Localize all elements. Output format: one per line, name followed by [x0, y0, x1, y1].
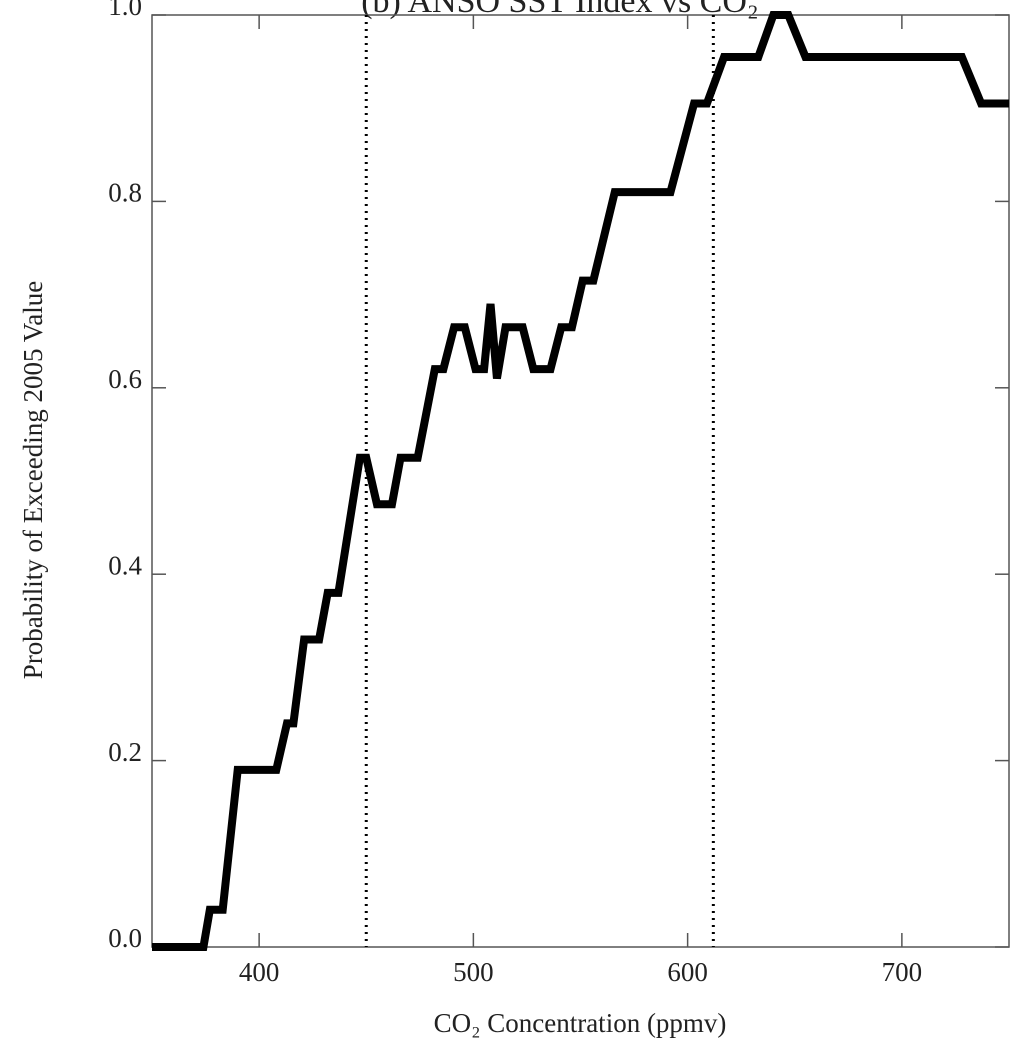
x-tick-label: 600 — [667, 957, 708, 987]
y-tick-label: 0.8 — [108, 178, 142, 208]
y-tick-label: 1.0 — [108, 0, 142, 21]
plot-frame — [151, 14, 1010, 948]
y-tick-label: 0.2 — [108, 737, 142, 767]
y-tick-label: 0.4 — [108, 550, 142, 580]
data-line — [152, 11, 1009, 951]
y-tick-label: 0.0 — [108, 923, 142, 953]
x-tick-label: 500 — [453, 957, 494, 987]
y-axis-title: Probability of Exceeding 2005 Value — [18, 281, 48, 679]
y-tick-label: 0.6 — [108, 364, 142, 394]
x-axis-title: CO₂ Concentration (ppmv) — [434, 1008, 727, 1038]
x-tick-label: 400 — [239, 957, 280, 987]
chart-title: (b) ANSO SST Index vs CO₂ — [361, 0, 759, 20]
x-tick-label: 700 — [882, 957, 923, 987]
